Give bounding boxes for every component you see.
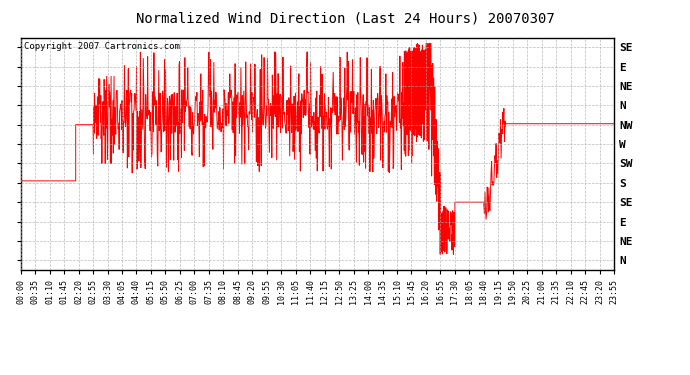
Text: Normalized Wind Direction (Last 24 Hours) 20070307: Normalized Wind Direction (Last 24 Hours… [136, 11, 554, 25]
Text: Copyright 2007 Cartronics.com: Copyright 2007 Cartronics.com [23, 42, 179, 51]
